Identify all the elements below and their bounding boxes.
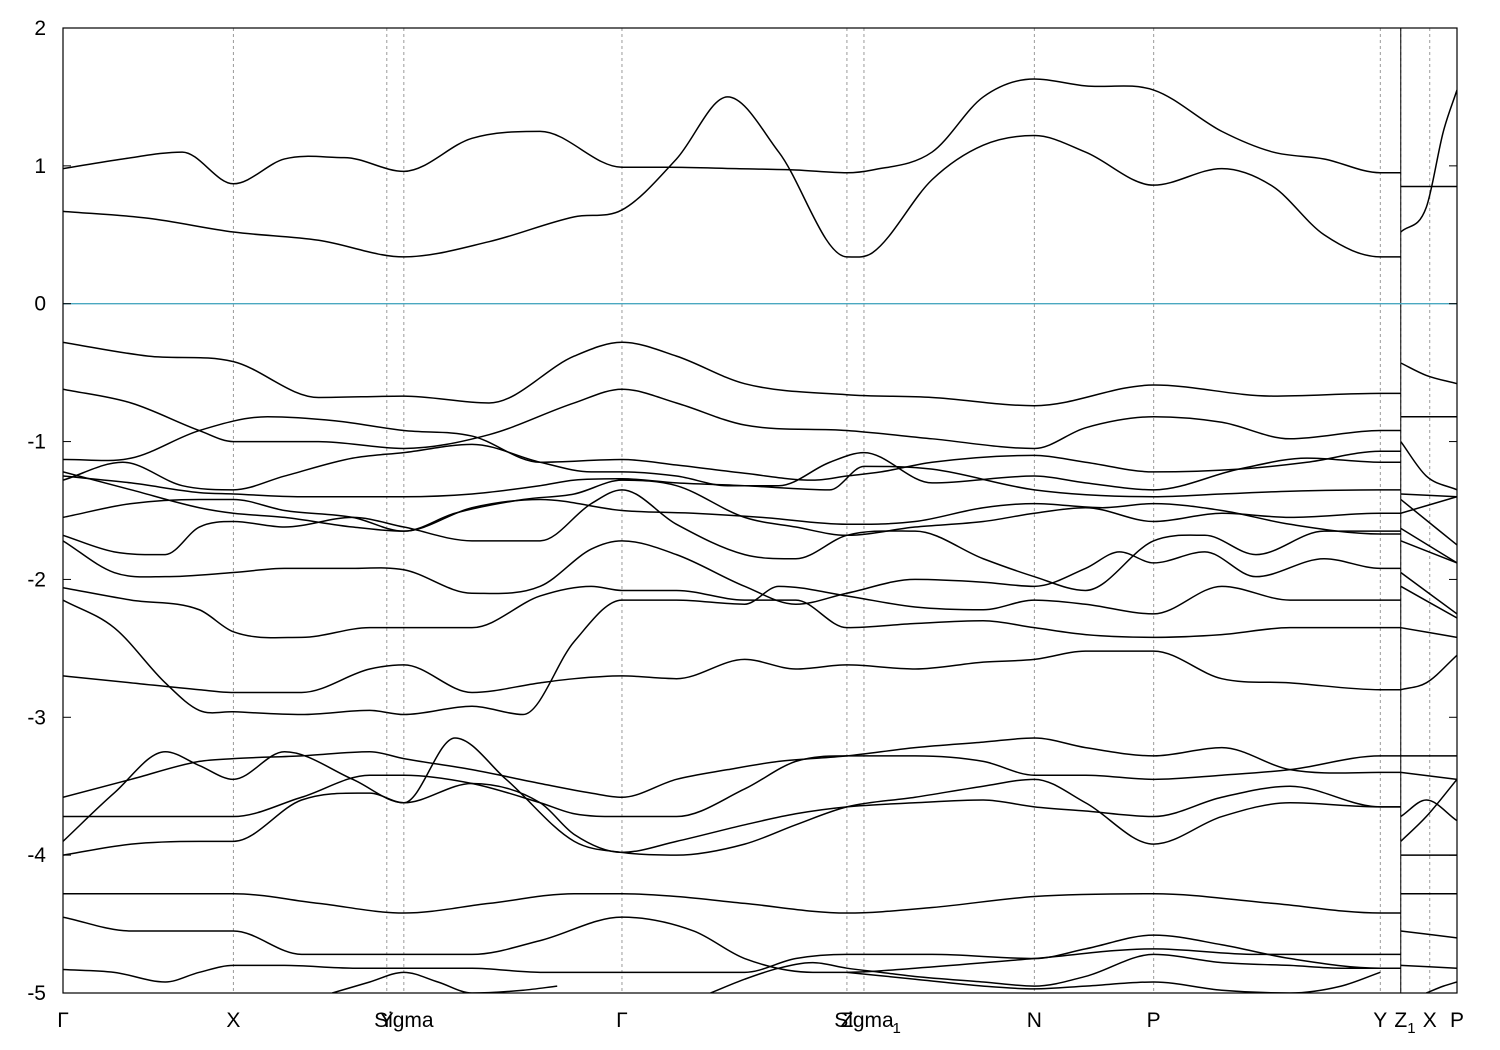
band-12	[63, 465, 1401, 498]
band-8	[63, 416, 1401, 481]
x-tick-label-12: P	[1450, 1009, 1464, 1032]
band-3	[1400, 89, 1457, 233]
band-22	[63, 585, 1401, 639]
band-1	[63, 96, 1401, 258]
band-32	[63, 755, 1401, 818]
band-41	[63, 934, 1401, 983]
band-43	[332, 971, 558, 993]
band-35	[1400, 799, 1457, 822]
y-tick-label: 0	[34, 293, 46, 316]
band-40	[1400, 930, 1457, 939]
band-13	[1400, 493, 1457, 498]
y-tick-label: 2	[34, 17, 46, 40]
band-23	[1400, 626, 1457, 639]
band-39	[63, 916, 1401, 974]
band-31	[1400, 778, 1457, 842]
band-6	[63, 388, 1401, 450]
y-tick-label: -4	[27, 844, 46, 867]
x-tick-label-0: Γ	[57, 1009, 69, 1032]
band-17	[1400, 527, 1457, 564]
y-axis-ticks: -5 -4 -3 -2 -1 0 1 2	[27, 17, 1457, 1005]
y-tick-label: 1	[34, 155, 46, 178]
band-42	[1400, 964, 1457, 969]
band-21	[1400, 571, 1457, 615]
x-tick-label-7: N	[1027, 1009, 1042, 1032]
band-30	[63, 737, 1401, 856]
y-tick-label: -1	[27, 431, 46, 454]
band-15	[1400, 498, 1457, 546]
band-16	[63, 479, 1401, 537]
x-tick-label-2: Y	[380, 1009, 394, 1032]
x-tick-label-10: Z	[1394, 1009, 1407, 1032]
x-tick-label-5: Z	[840, 1009, 853, 1032]
band-9	[1400, 441, 1457, 491]
plot-frame	[62, 27, 1458, 994]
x-tick-label-8: P	[1147, 1009, 1161, 1032]
band-37	[63, 892, 1401, 914]
x-tick-label-1: X	[226, 1009, 240, 1032]
band-lines	[63, 78, 1457, 993]
y-tick-label: -2	[27, 568, 46, 591]
band-20	[63, 540, 1401, 605]
band-27	[1400, 654, 1457, 691]
band-4	[63, 341, 1401, 407]
band-5	[1400, 362, 1457, 385]
band-14	[63, 443, 1401, 491]
band-11	[1400, 495, 1457, 514]
band-19	[1400, 540, 1457, 564]
y-tick-label: -3	[27, 706, 46, 729]
x-tick-subscript-6: 1	[892, 1020, 900, 1037]
band-18	[63, 489, 1401, 592]
x-tick-subscript-10: 1	[1407, 1020, 1415, 1037]
band-45	[846, 971, 1381, 993]
x-tick-label-9: Y	[1373, 1009, 1387, 1032]
band-25	[1400, 585, 1457, 619]
band-26	[63, 650, 1401, 694]
band-0	[63, 78, 1401, 185]
x-tick-label-6: Sigma	[834, 1009, 894, 1032]
x-tick-label-3: Sigma	[374, 1009, 434, 1032]
band-24	[63, 585, 1401, 716]
band-46	[1426, 981, 1457, 993]
band-10	[63, 471, 1401, 535]
x-tick-label-11: X	[1423, 1009, 1437, 1032]
band-28	[63, 737, 1401, 798]
y-tick-label: -5	[27, 982, 46, 1005]
band-34	[63, 782, 1401, 856]
x-tick-label-4: Γ	[616, 1009, 628, 1032]
band-29	[1400, 771, 1457, 781]
band-44	[710, 953, 1401, 993]
